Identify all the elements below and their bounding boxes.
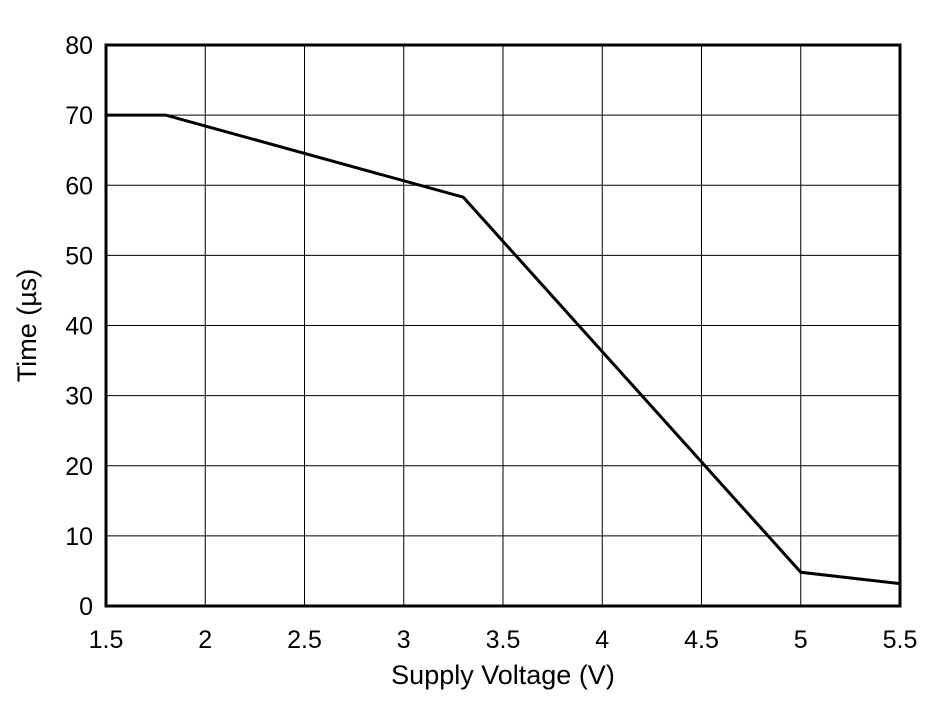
x-tick-label: 5 <box>794 626 808 654</box>
x-axis-tick-labels: 1.5 2 2.5 3 3.5 4 4.5 5 5.5 <box>89 626 918 654</box>
y-tick-label: 20 <box>65 453 93 481</box>
series-line-0 <box>106 113 901 586</box>
grid-lines <box>105 44 901 607</box>
y-tick-label: 70 <box>65 102 93 130</box>
x-tick-label: 4 <box>595 626 609 654</box>
x-tick-label: 1.5 <box>89 626 124 654</box>
x-axis-title: Supply Voltage (V) <box>391 660 615 690</box>
series-layer <box>106 113 901 586</box>
x-tick-label: 4.5 <box>684 626 719 654</box>
y-tick-label: 10 <box>65 523 93 551</box>
y-tick-label: 50 <box>65 242 93 270</box>
y-tick-label: 80 <box>65 32 93 60</box>
plot-area-frame <box>104 43 902 608</box>
x-tick-label: 5.5 <box>883 626 918 654</box>
y-tick-label: 30 <box>65 383 93 411</box>
y-axis-tick-labels: 0 10 20 30 40 50 60 70 80 <box>65 32 93 621</box>
y-tick-label: 60 <box>65 172 93 200</box>
y-tick-label: 0 <box>79 593 93 621</box>
y-tick-label: 40 <box>65 313 93 341</box>
y-axis-title: Time (µs) <box>12 269 42 383</box>
x-tick-label: 2.5 <box>287 626 322 654</box>
x-tick-label: 3 <box>397 626 411 654</box>
x-tick-label: 2 <box>198 626 212 654</box>
x-tick-label: 3.5 <box>486 626 521 654</box>
